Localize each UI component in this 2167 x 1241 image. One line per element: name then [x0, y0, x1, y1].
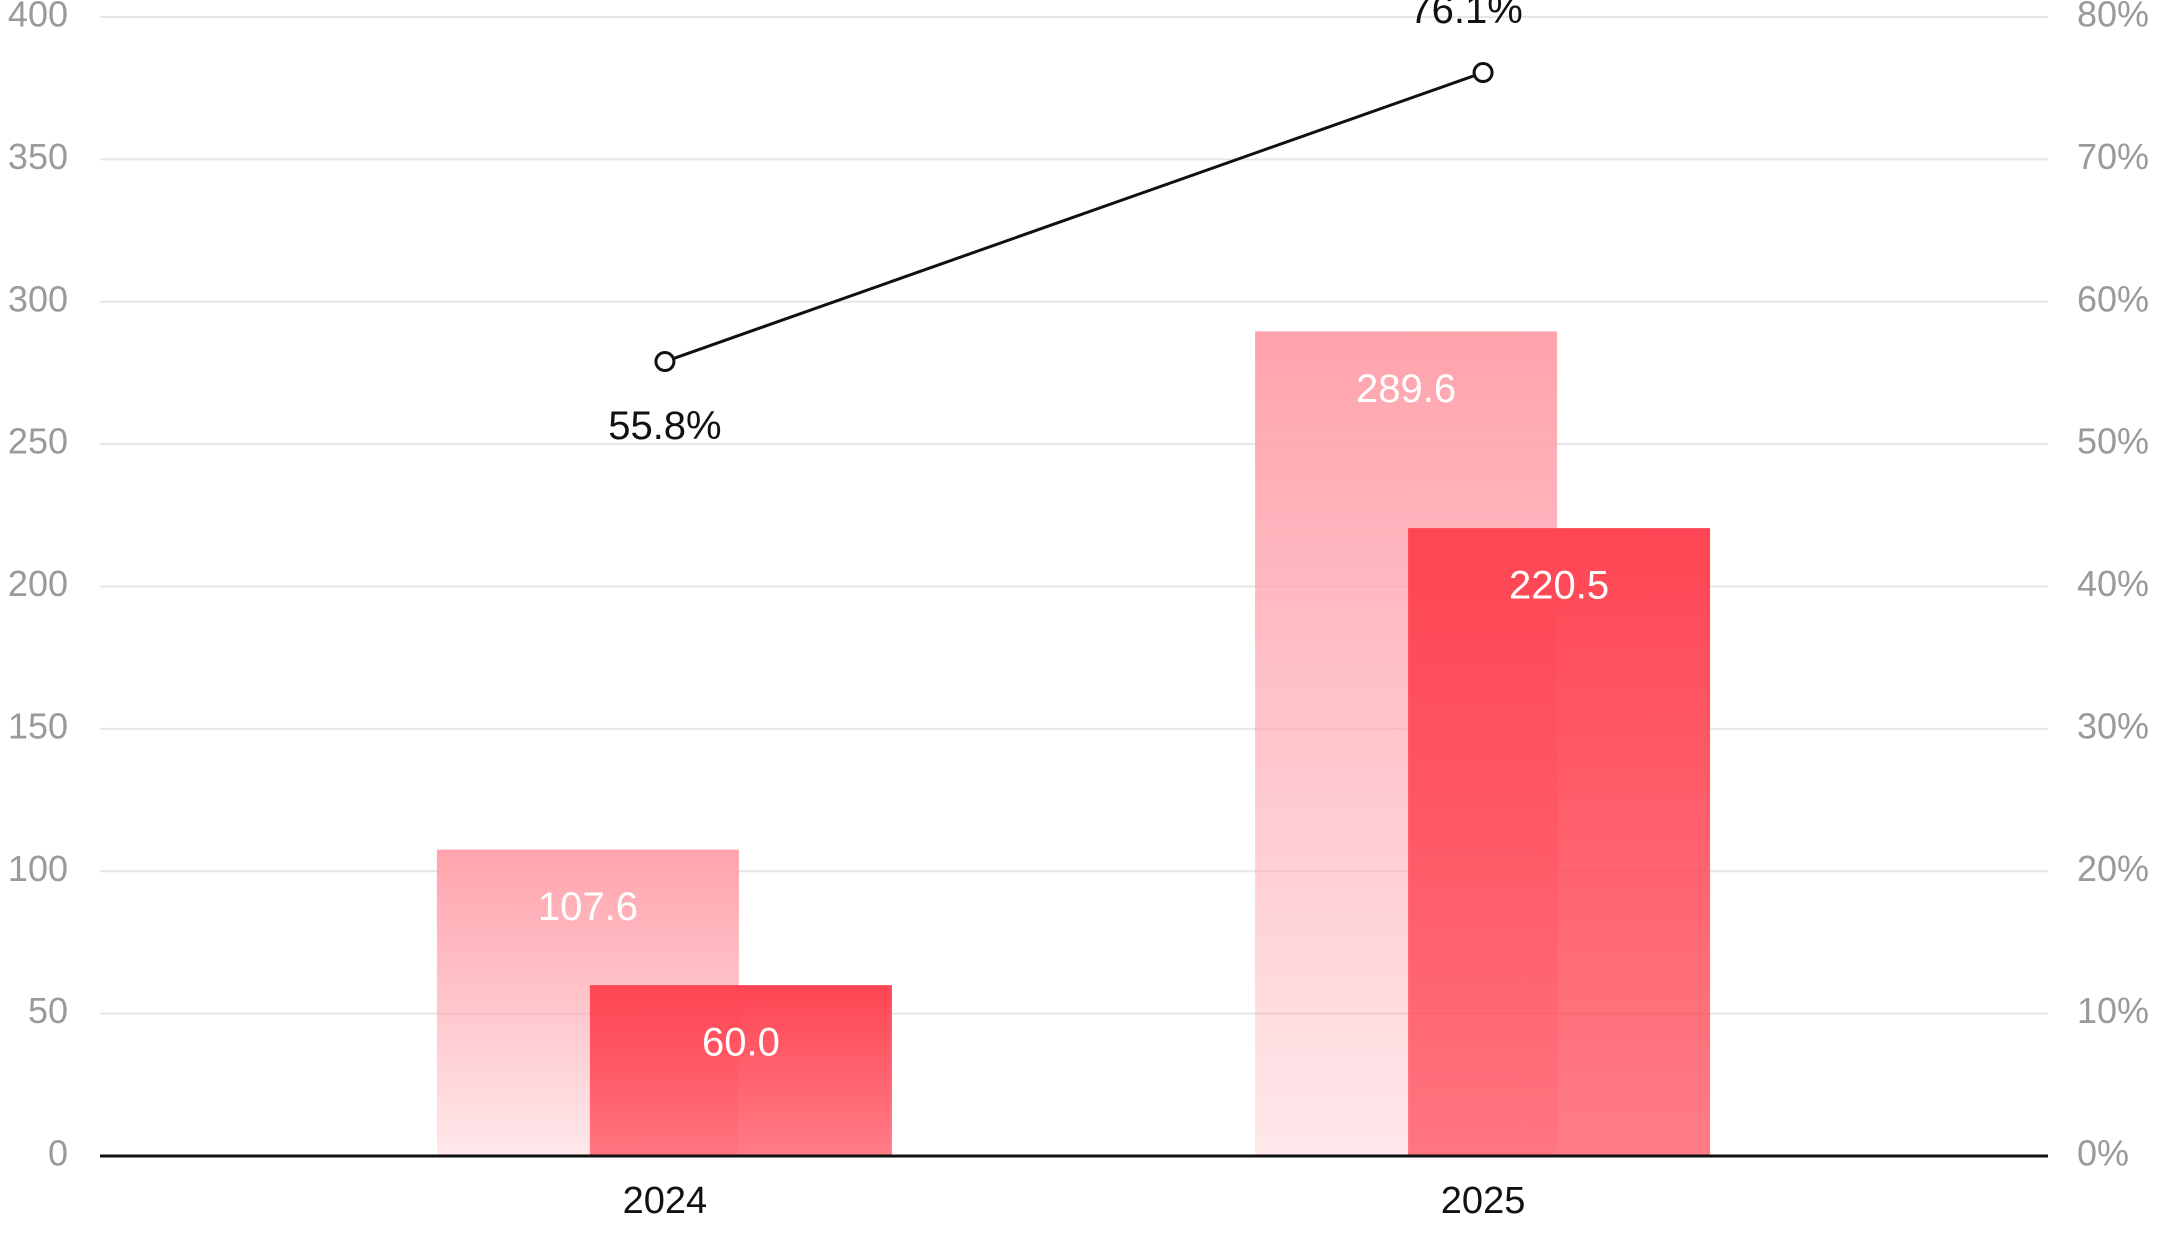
line-label: 76.1% — [1409, 0, 1522, 32]
line-point — [1472, 62, 1494, 84]
y2-tick-label: 70% — [2077, 136, 2149, 177]
y2-tick-label: 50% — [2077, 421, 2149, 462]
y-tick-label: 200 — [8, 563, 68, 604]
bar — [589, 985, 892, 1156]
y2-tick-label: 40% — [2077, 563, 2149, 604]
y2-tick-label: 30% — [2077, 705, 2149, 746]
x-tick-label: 2025 — [1441, 1180, 1526, 1222]
y-tick-label: 50 — [28, 990, 68, 1031]
y2-tick-label: 20% — [2077, 848, 2149, 889]
line — [664, 71, 1484, 363]
line-point — [654, 351, 676, 373]
value-label: 107.6 — [538, 885, 638, 929]
bar — [1408, 528, 1711, 1156]
y2-tick-label: 10% — [2077, 990, 2149, 1031]
y2-tick-label: 0% — [2077, 1133, 2129, 1174]
y-tick-label: 100 — [8, 848, 68, 889]
y-tick-label: 300 — [8, 278, 68, 319]
y-tick-label: 350 — [8, 136, 68, 177]
value-label: 220.5 — [1509, 564, 1609, 608]
value-label: 289.6 — [1356, 367, 1456, 411]
y2-tick-label: 80% — [2077, 0, 2149, 35]
y2-tick-label: 60% — [2077, 278, 2149, 319]
y-tick-label: 150 — [8, 705, 68, 746]
y-tick-label: 400 — [8, 0, 68, 35]
value-label: 60.0 — [702, 1021, 780, 1065]
line-label: 55.8% — [608, 404, 721, 448]
y-tick-label: 250 — [8, 421, 68, 462]
y-tick-label: 0 — [48, 1133, 68, 1174]
x-tick-label: 2024 — [623, 1180, 708, 1222]
